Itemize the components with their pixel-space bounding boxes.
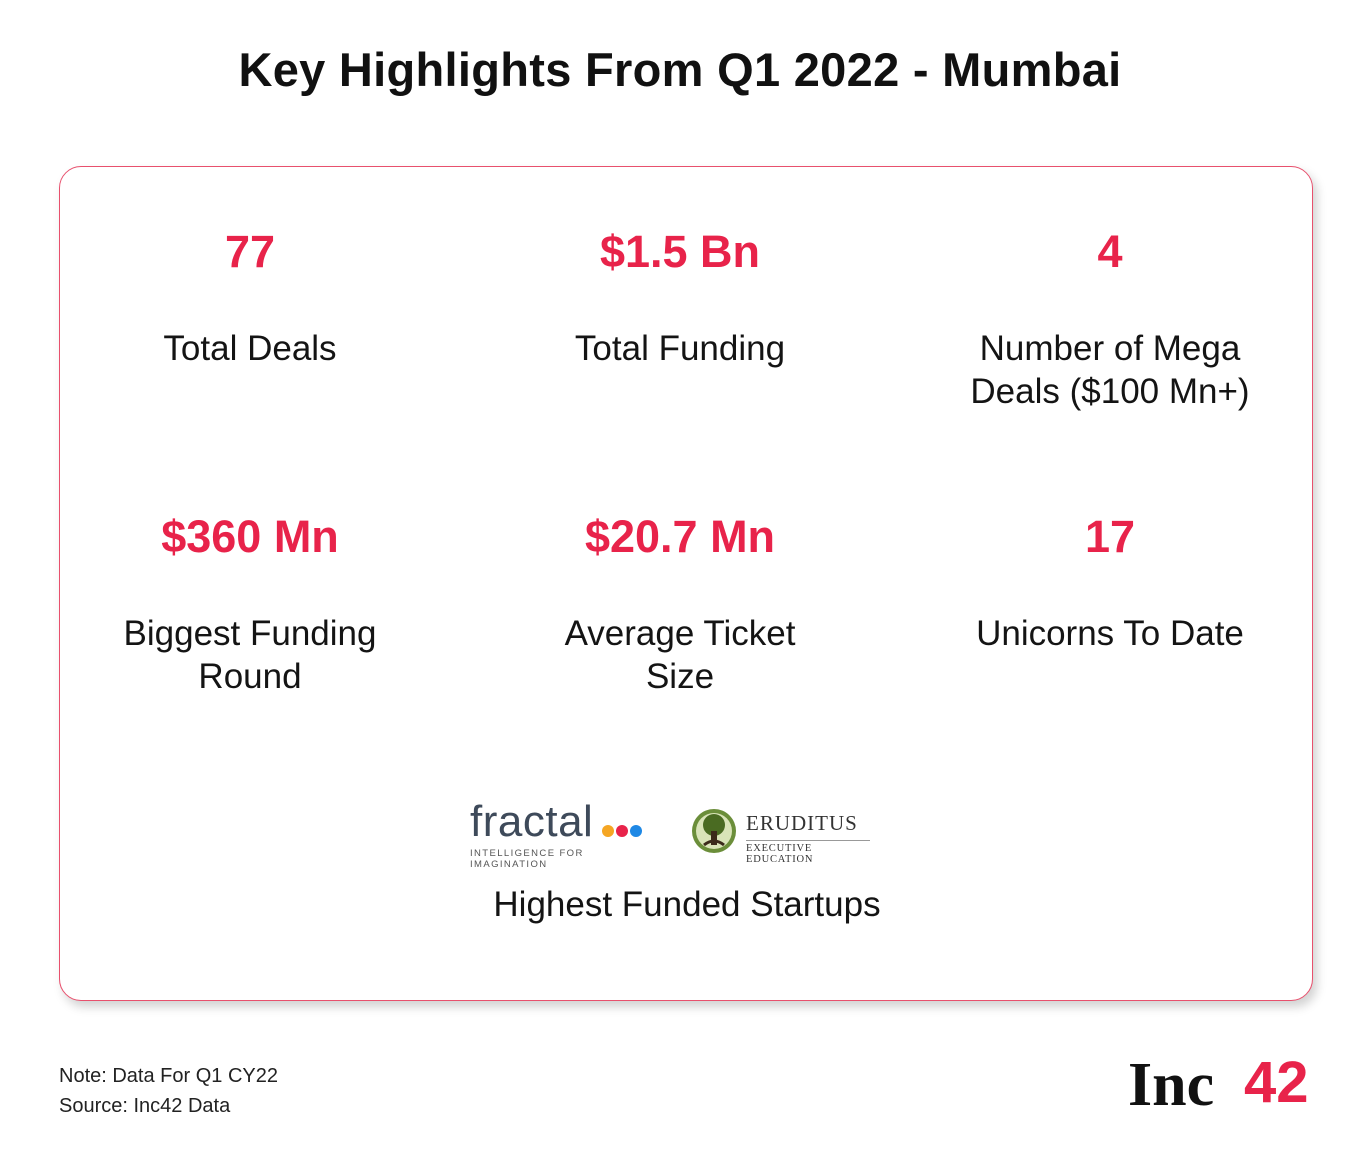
brand-suffix: 42	[1244, 1050, 1309, 1115]
fractal-wordmark: fractal	[470, 797, 594, 846]
stat-label: Unicorns To Date	[930, 612, 1290, 655]
stat-value: 77	[224, 226, 276, 277]
inc42-logo: Inc 42	[1128, 1050, 1318, 1122]
footer-note: Note: Data For Q1 CY22	[59, 1065, 278, 1087]
eruditus-tree-icon	[692, 809, 736, 853]
brand-prefix: Inc	[1128, 1051, 1215, 1119]
highlights-card: 77 Total Deals $1.5 Bn Total Funding 4 N…	[59, 166, 1313, 1001]
stat-label: Total Deals	[70, 327, 430, 370]
stat-label-line: Total Deals	[163, 329, 337, 368]
stat-mega-deals: 4 Number of Mega Deals ($100 Mn+)	[930, 225, 1290, 413]
stat-label: Biggest Funding Round	[70, 612, 430, 698]
stat-value: $1.5 Bn	[599, 226, 761, 277]
footer-notes: Note: Data For Q1 CY22 Source: Inc42 Dat…	[59, 1061, 278, 1121]
stat-unicorns: 17 Unicorns To Date	[930, 510, 1290, 655]
startup-logos: fractal INTELLIGENCE FOR IMAGINATION ERU…	[470, 799, 870, 870]
stat-label-line: Deals ($100 Mn+)	[970, 372, 1250, 411]
stat-value: $20.7 Mn	[584, 511, 776, 562]
page-title: Key Highlights From Q1 2022 - Mumbai	[238, 43, 1122, 96]
stat-value: 4	[1097, 226, 1123, 277]
stat-label-line: Size	[645, 657, 715, 696]
fractal-dots-icon	[602, 824, 644, 842]
eruditus-name: ERUDITUS	[746, 811, 858, 835]
stat-label-line: Number of Mega	[979, 329, 1241, 368]
stat-label-line: Total Funding	[574, 329, 786, 368]
eruditus-subtitle: EXECUTIVE EDUCATION	[746, 840, 870, 865]
fractal-logo: fractal INTELLIGENCE FOR IMAGINATION	[470, 799, 660, 870]
eruditus-logo: ERUDITUS EXECUTIVE EDUCATION	[690, 807, 870, 865]
stat-label: Total Funding	[500, 327, 860, 370]
stat-average-ticket: $20.7 Mn Average Ticket Size	[500, 510, 860, 698]
stat-total-deals: 77 Total Deals	[70, 225, 430, 370]
stat-label-line: Biggest Funding	[123, 614, 377, 653]
stat-label: Number of Mega Deals ($100 Mn+)	[930, 327, 1290, 413]
stat-value: 17	[1084, 511, 1136, 562]
footer-source: Source: Inc42 Data	[59, 1095, 231, 1117]
stat-biggest-round: $360 Mn Biggest Funding Round	[70, 510, 430, 698]
highest-funded-label: Highest Funded Startups	[493, 885, 881, 924]
stat-label-line: Average Ticket	[564, 614, 796, 653]
stat-label-line: Round	[198, 657, 302, 696]
stat-total-funding: $1.5 Bn Total Funding	[500, 225, 860, 370]
fractal-tagline: INTELLIGENCE FOR IMAGINATION	[470, 848, 584, 870]
stat-label: Average Ticket Size	[500, 612, 860, 698]
stat-value: $360 Mn	[161, 511, 339, 562]
stat-label-line: Unicorns To Date	[976, 614, 1244, 653]
